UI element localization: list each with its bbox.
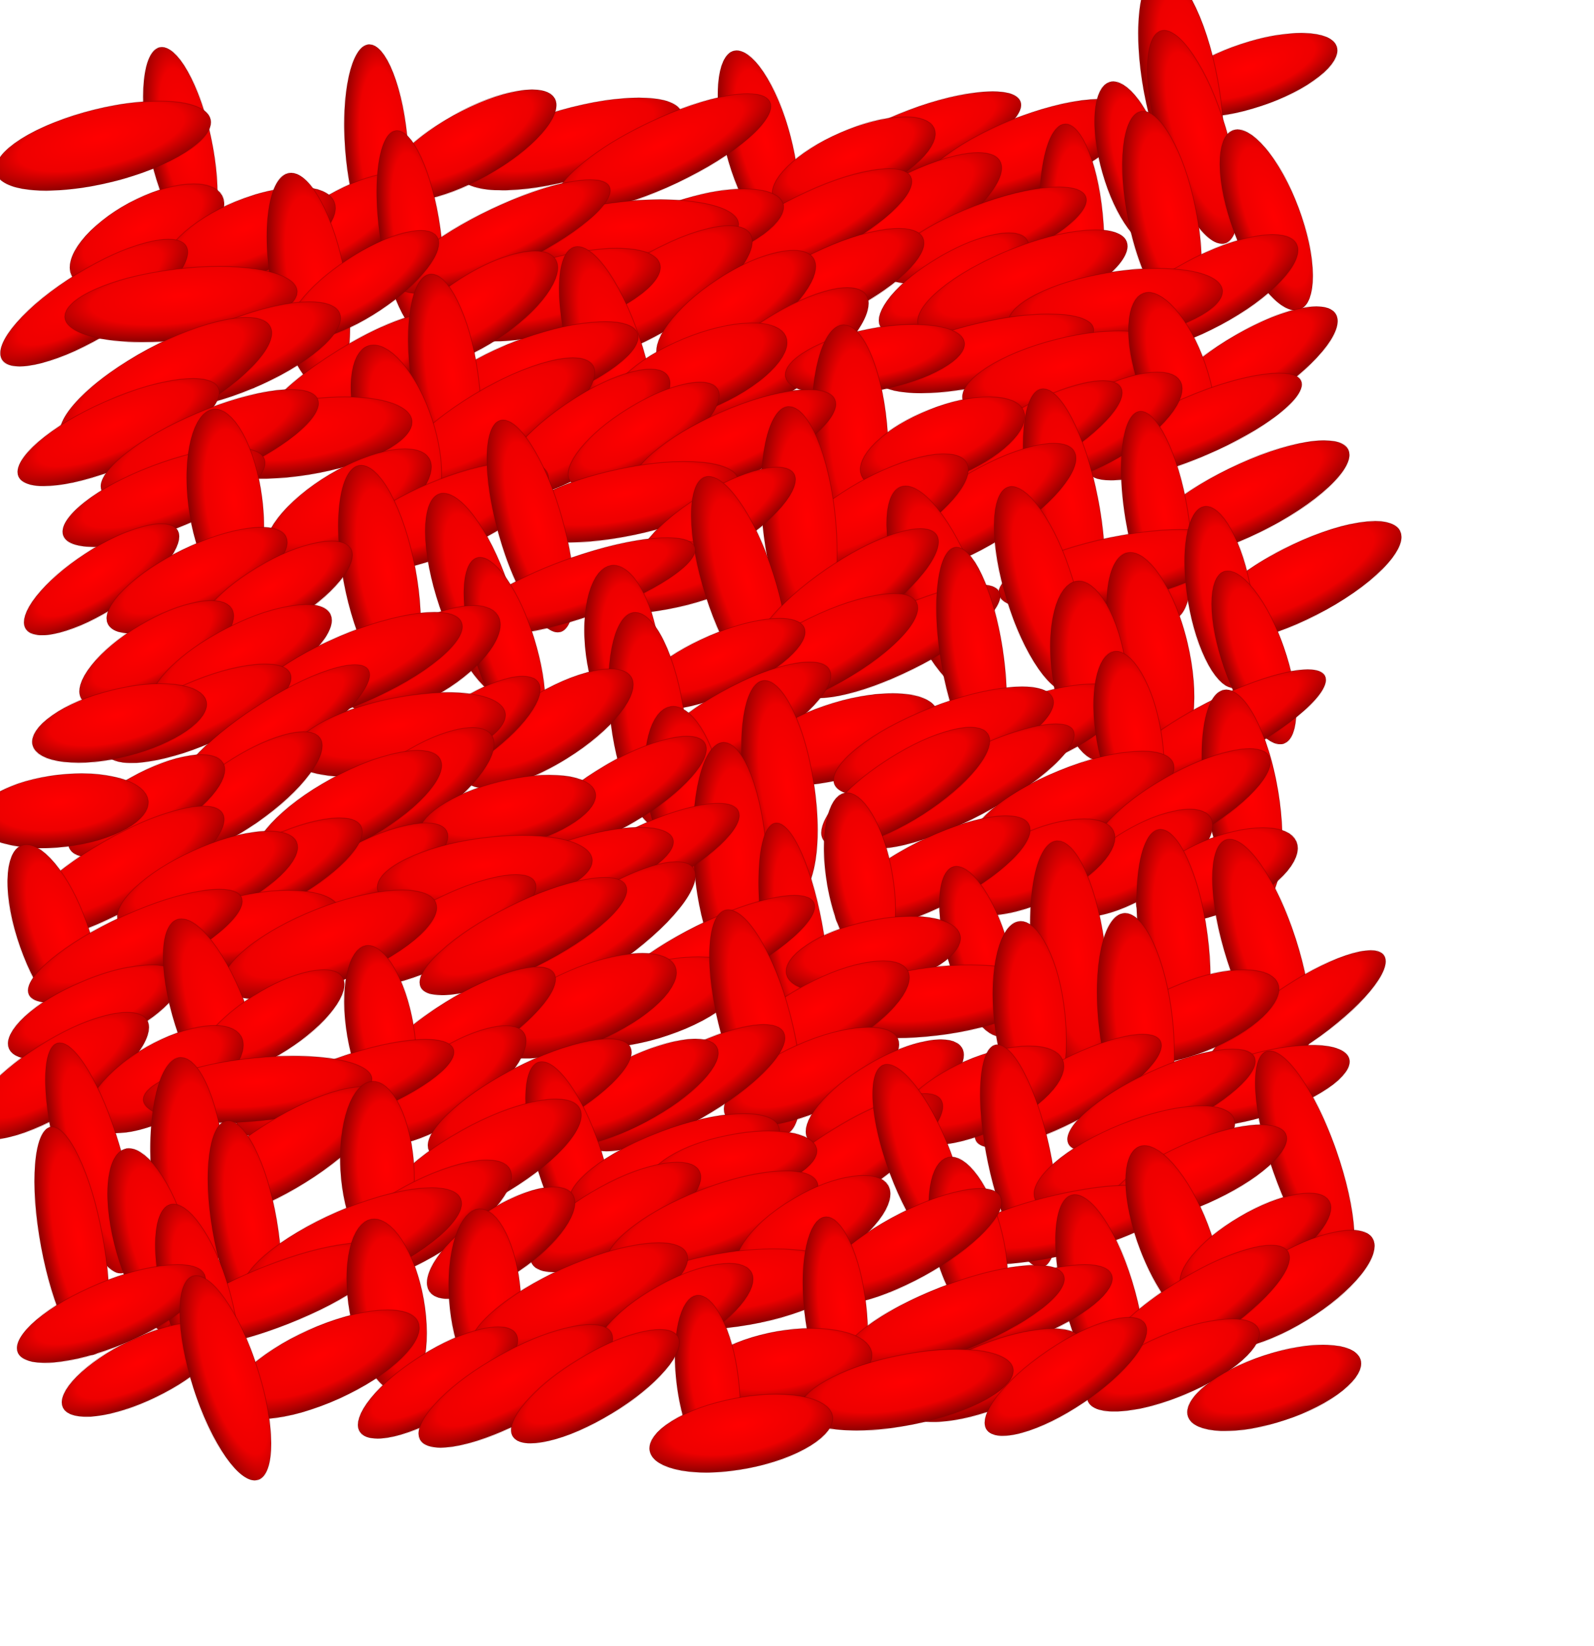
ellipsoid-particle: [419, 876, 628, 996]
ellipsoid-cluster: [0, 0, 1402, 1481]
ellipsoid-particle: [1086, 1318, 1261, 1412]
ellipsoid-particle: [984, 1316, 1148, 1437]
ellipsoid-particle: [179, 1275, 272, 1481]
ellipsoid-particle: [16, 1263, 207, 1364]
ellipsoid-particle: [0, 773, 149, 849]
ellipsoid-particle: [649, 1393, 834, 1473]
ellipsoid-particle: [31, 683, 208, 764]
ellipsoid-particle: [510, 1328, 680, 1444]
ellipsoid-particle: [0, 100, 212, 192]
ellipsoid-particle: [1186, 1344, 1362, 1432]
